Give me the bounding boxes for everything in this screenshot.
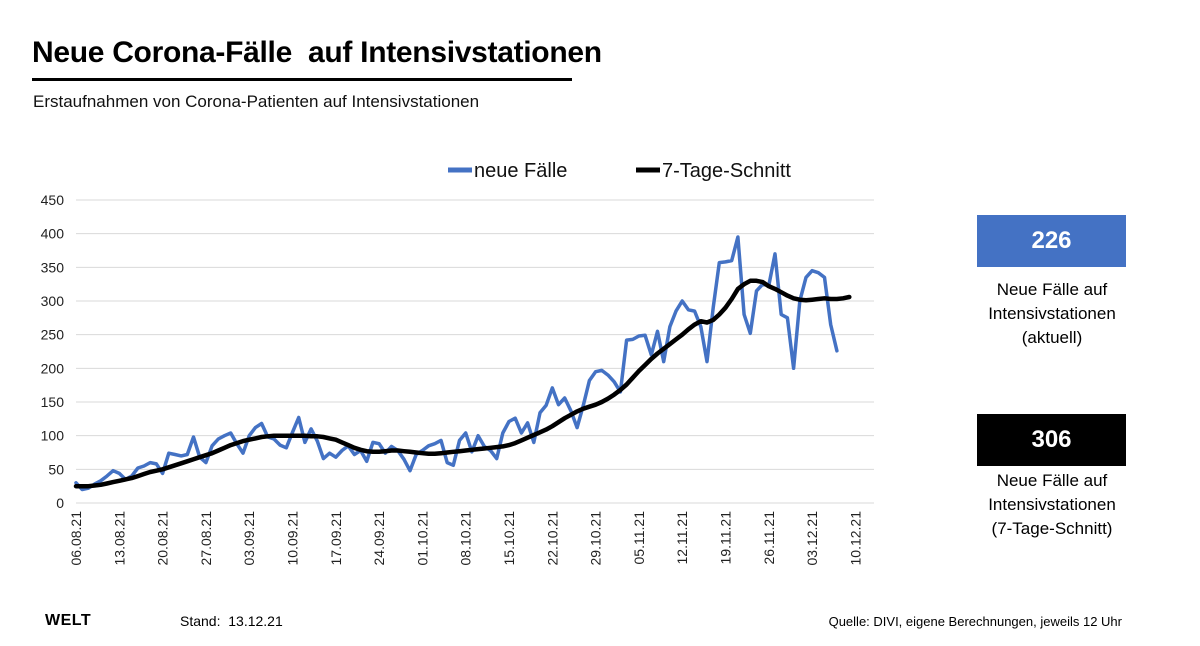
current-cases-caption-line-2: Intensivstationen	[988, 304, 1116, 323]
line-chart: neue Fälle 7-Tage-Schnitt 0 50 100 150 200 25…	[41, 160, 874, 566]
current-cases-caption-line-1: Neue Fälle auf	[996, 280, 1108, 299]
x-tick-label: 03.09.21	[241, 511, 257, 566]
x-tick-label: 26.11.21	[761, 511, 777, 565]
current-cases-caption: Neue Fälle auf Intensivstationen (aktuel…	[962, 278, 1142, 350]
y-tick-label: 350	[41, 259, 65, 275]
y-axis-labels: 0 50 100 150 200 250 300 350 400 450	[41, 192, 65, 511]
x-tick-label: 27.08.21	[198, 511, 214, 566]
y-tick-label: 150	[41, 394, 65, 410]
seven-day-average-caption: Neue Fälle auf Intensivstationen (7-Tage…	[962, 469, 1142, 541]
chart-legend: neue Fälle 7-Tage-Schnitt	[448, 160, 791, 182]
seven-day-average-caption-line-2: Intensivstationen	[988, 495, 1116, 514]
chart-subtitle: Erstaufnahmen von Corona-Patienten auf I…	[33, 92, 480, 111]
x-tick-label: 15.10.21	[501, 511, 517, 566]
x-tick-label: 12.11.21	[674, 511, 690, 565]
y-tick-label: 200	[41, 360, 65, 376]
x-tick-label: 20.08.21	[155, 511, 171, 566]
x-tick-label: 13.08.21	[111, 511, 127, 566]
x-tick-label: 06.08.21	[68, 511, 84, 566]
y-tick-label: 50	[48, 461, 64, 477]
y-tick-label: 250	[41, 327, 65, 343]
x-tick-label: 03.12.21	[804, 511, 820, 566]
seven-day-average-value: 306	[977, 414, 1126, 466]
x-tick-label: 29.10.21	[588, 511, 604, 566]
data-date: Stand: 13.12.21	[180, 613, 283, 629]
current-cases-value: 226	[977, 215, 1126, 267]
x-tick-label: 24.09.21	[371, 511, 387, 566]
welt-logo: WELT	[45, 612, 92, 629]
seven-day-average-caption-line-1: Neue Fälle auf	[996, 471, 1108, 490]
x-tick-label: 19.11.21	[718, 511, 734, 565]
data-source: Quelle: DIVI, eigene Berechnungen, jewei…	[828, 614, 1122, 629]
y-tick-label: 400	[41, 226, 65, 242]
x-tick-label: 01.10.21	[414, 511, 430, 566]
series-line-7-tage-schnitt	[73, 278, 852, 489]
x-axis-labels: 06.08.21 13.08.21 20.08.21 27.08.21 03.09.21…	[68, 511, 863, 566]
legend-label-neue-faelle: neue Fälle	[474, 160, 567, 182]
x-tick-label: 22.10.21	[544, 511, 560, 566]
y-tick-label: 0	[56, 495, 64, 511]
series-lines	[73, 235, 852, 492]
x-tick-label: 10.09.21	[285, 511, 301, 566]
x-tick-label: 10.12.21	[847, 511, 863, 566]
y-tick-label: 450	[41, 192, 65, 208]
x-tick-label: 08.10.21	[458, 511, 474, 566]
current-cases-caption-line-3: (aktuell)	[1021, 328, 1083, 347]
x-tick-label: 17.09.21	[328, 511, 344, 566]
title-underline	[32, 78, 572, 81]
legend-label-7-tage-schnitt: 7-Tage-Schnitt	[662, 160, 791, 182]
y-tick-label: 300	[41, 293, 65, 309]
chart-title: Neue Corona-Fälle auf Intensivstationen	[32, 36, 602, 69]
x-tick-label: 05.11.21	[631, 511, 647, 565]
seven-day-average-caption-line-3: (7-Tage-Schnitt)	[991, 519, 1113, 538]
y-tick-label: 100	[41, 428, 65, 444]
